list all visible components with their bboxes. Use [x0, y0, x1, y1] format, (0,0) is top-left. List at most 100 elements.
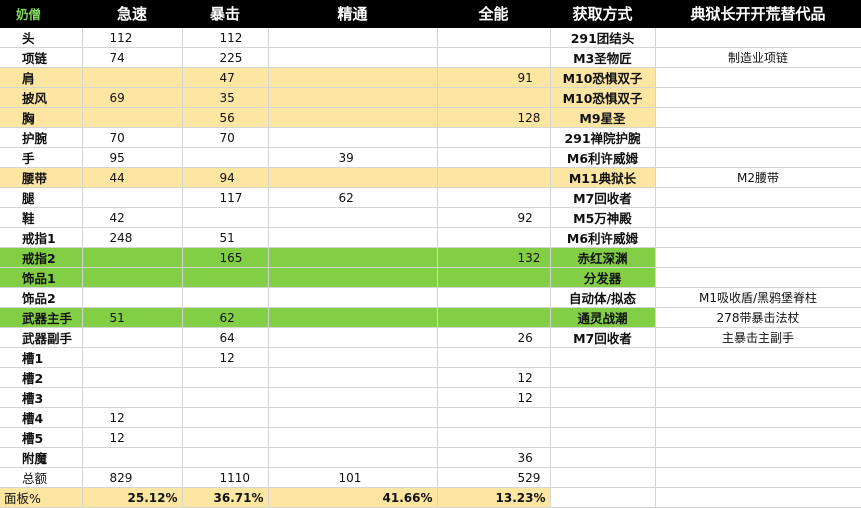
- source-cell[interactable]: [550, 387, 656, 408]
- total-mastery[interactable]: 101: [268, 467, 438, 488]
- source-cell[interactable]: M10恐惧双子: [550, 67, 656, 88]
- mastery-cell[interactable]: [268, 227, 438, 248]
- panel-alternative[interactable]: [655, 487, 861, 508]
- haste-cell[interactable]: [82, 187, 183, 208]
- total-crit[interactable]: 1110: [182, 467, 269, 488]
- versatility-cell[interactable]: 12: [437, 367, 551, 388]
- mastery-cell[interactable]: [268, 27, 438, 48]
- alternative-cell[interactable]: [655, 227, 861, 248]
- haste-cell[interactable]: 112: [82, 27, 183, 48]
- versatility-cell[interactable]: [437, 47, 551, 68]
- alternative-cell[interactable]: [655, 127, 861, 148]
- mastery-cell[interactable]: [268, 327, 438, 348]
- source-cell[interactable]: M9星圣: [550, 107, 656, 128]
- slot-cell[interactable]: 胸: [0, 107, 83, 128]
- slot-cell[interactable]: 饰品1: [0, 267, 83, 288]
- haste-cell[interactable]: 42: [82, 207, 183, 228]
- alternative-cell[interactable]: [655, 87, 861, 108]
- mastery-cell[interactable]: [268, 307, 438, 328]
- crit-cell[interactable]: 117: [182, 187, 269, 208]
- header-spec[interactable]: 奶僧: [0, 0, 83, 28]
- slot-cell[interactable]: 饰品2: [0, 287, 83, 308]
- mastery-cell[interactable]: [268, 247, 438, 268]
- alternative-cell[interactable]: 制造业项链: [655, 47, 861, 68]
- slot-cell[interactable]: 槽2: [0, 367, 83, 388]
- haste-cell[interactable]: [82, 67, 183, 88]
- versatility-cell[interactable]: 128: [437, 107, 551, 128]
- slot-cell[interactable]: 头: [0, 27, 83, 48]
- panel-haste[interactable]: 25.12%: [82, 487, 183, 508]
- versatility-cell[interactable]: 91: [437, 67, 551, 88]
- alternative-cell[interactable]: [655, 407, 861, 428]
- slot-cell[interactable]: 肩: [0, 67, 83, 88]
- alternative-cell[interactable]: [655, 207, 861, 228]
- crit-cell[interactable]: 225: [182, 47, 269, 68]
- header-haste[interactable]: 急速: [82, 0, 183, 28]
- source-cell[interactable]: [550, 347, 656, 368]
- alternative-cell[interactable]: [655, 447, 861, 468]
- versatility-cell[interactable]: [437, 307, 551, 328]
- mastery-cell[interactable]: [268, 387, 438, 408]
- source-cell[interactable]: M6利许威姆: [550, 147, 656, 168]
- haste-cell[interactable]: [82, 387, 183, 408]
- mastery-cell[interactable]: [268, 47, 438, 68]
- slot-cell[interactable]: 槽5: [0, 427, 83, 448]
- crit-cell[interactable]: 12: [182, 347, 269, 368]
- mastery-cell[interactable]: [268, 67, 438, 88]
- haste-cell[interactable]: [82, 327, 183, 348]
- alternative-cell[interactable]: M1吸收盾/黑鸦堡脊柱: [655, 287, 861, 308]
- source-cell[interactable]: [550, 447, 656, 468]
- slot-cell[interactable]: 项链: [0, 47, 83, 68]
- alternative-cell[interactable]: [655, 267, 861, 288]
- versatility-cell[interactable]: [437, 27, 551, 48]
- header-crit[interactable]: 暴击: [182, 0, 269, 28]
- mastery-cell[interactable]: 39: [268, 147, 438, 168]
- alternative-cell[interactable]: [655, 247, 861, 268]
- source-cell[interactable]: M7回收者: [550, 327, 656, 348]
- haste-cell[interactable]: 248: [82, 227, 183, 248]
- versatility-cell[interactable]: [437, 427, 551, 448]
- versatility-cell[interactable]: [437, 87, 551, 108]
- haste-cell[interactable]: 70: [82, 127, 183, 148]
- mastery-cell[interactable]: [268, 447, 438, 468]
- crit-cell[interactable]: [182, 427, 269, 448]
- crit-cell[interactable]: 112: [182, 27, 269, 48]
- versatility-cell[interactable]: [437, 347, 551, 368]
- slot-cell[interactable]: 鞋: [0, 207, 83, 228]
- crit-cell[interactable]: 70: [182, 127, 269, 148]
- mastery-cell[interactable]: [268, 87, 438, 108]
- versatility-cell[interactable]: [437, 227, 551, 248]
- versatility-cell[interactable]: [437, 187, 551, 208]
- mastery-cell[interactable]: [268, 107, 438, 128]
- panel-source[interactable]: [550, 487, 656, 508]
- alternative-cell[interactable]: [655, 427, 861, 448]
- mastery-cell[interactable]: [268, 207, 438, 228]
- crit-cell[interactable]: [182, 447, 269, 468]
- panel-mastery[interactable]: 41.66%: [268, 487, 438, 508]
- slot-cell[interactable]: 手: [0, 147, 83, 168]
- crit-cell[interactable]: [182, 387, 269, 408]
- source-cell[interactable]: M7回收者: [550, 187, 656, 208]
- haste-cell[interactable]: [82, 347, 183, 368]
- haste-cell[interactable]: [82, 267, 183, 288]
- versatility-cell[interactable]: 12: [437, 387, 551, 408]
- alternative-cell[interactable]: 278带暴击法杖: [655, 307, 861, 328]
- slot-cell[interactable]: 腿: [0, 187, 83, 208]
- source-cell[interactable]: 291团结头: [550, 27, 656, 48]
- source-cell[interactable]: [550, 367, 656, 388]
- alternative-cell[interactable]: [655, 107, 861, 128]
- versatility-cell[interactable]: [437, 167, 551, 188]
- source-cell[interactable]: 291禅院护腕: [550, 127, 656, 148]
- slot-cell[interactable]: 武器主手: [0, 307, 83, 328]
- haste-cell[interactable]: [82, 287, 183, 308]
- crit-cell[interactable]: 51: [182, 227, 269, 248]
- alternative-cell[interactable]: [655, 387, 861, 408]
- alternative-cell[interactable]: [655, 67, 861, 88]
- crit-cell[interactable]: 165: [182, 247, 269, 268]
- mastery-cell[interactable]: [268, 427, 438, 448]
- header-versatility[interactable]: 全能: [437, 0, 551, 28]
- alternative-cell[interactable]: [655, 367, 861, 388]
- crit-cell[interactable]: [182, 147, 269, 168]
- crit-cell[interactable]: 94: [182, 167, 269, 188]
- versatility-cell[interactable]: [437, 127, 551, 148]
